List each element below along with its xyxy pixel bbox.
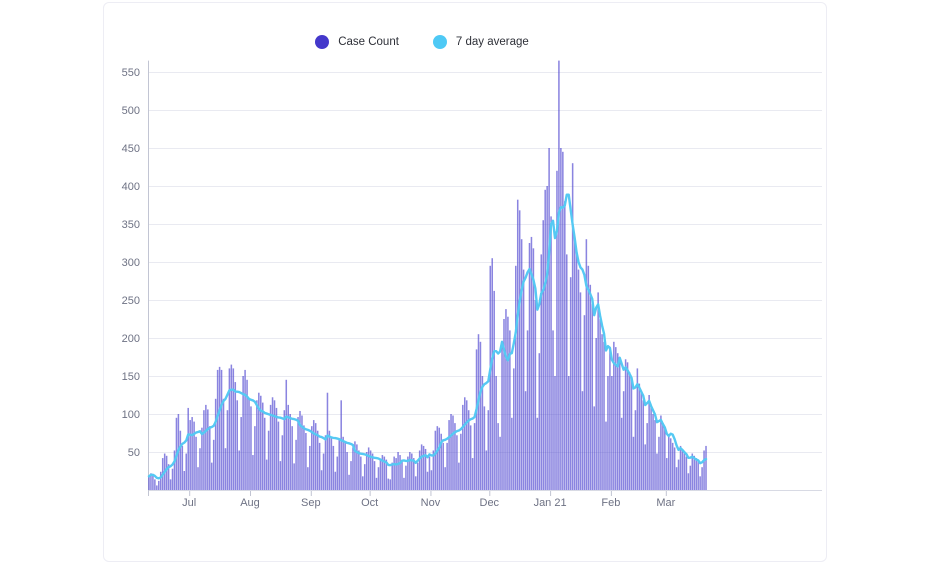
legend-label-7-day-average: 7 day average xyxy=(455,36,529,48)
y-tick-label: 500 xyxy=(122,105,140,117)
y-tick-label: 200 xyxy=(122,333,140,345)
month-tick-label: Jan 21 xyxy=(534,497,567,509)
case-count-swatch-icon xyxy=(315,35,330,49)
y-tick-label: 550 xyxy=(122,67,140,79)
y-tick-label: 250 xyxy=(122,295,140,307)
seven-day-average-swatch-icon xyxy=(432,35,447,49)
y-tick-label: 300 xyxy=(122,257,140,269)
daily-case-count-chart: 50 100 150 200 250 300 350 400 450 500 550 Jul Aug Se… xyxy=(122,60,822,509)
month-tick-label: Aug xyxy=(240,497,260,509)
month-tick-label: Feb xyxy=(601,497,620,509)
case-count-bars[interactable] xyxy=(148,60,707,491)
y-tick-label: 50 xyxy=(128,447,140,459)
month-tick-label: Jul xyxy=(182,497,196,509)
chart-legend: Case Count 7 day average xyxy=(103,31,829,53)
legend-label-case-count: Case Count xyxy=(338,36,399,48)
y-tick-label: 400 xyxy=(122,181,140,193)
legend-item-case-count[interactable]: Case Count xyxy=(315,35,399,49)
y-tick-label: 450 xyxy=(122,143,140,155)
month-tick-label: Nov xyxy=(421,497,441,509)
month-tick-label: Sep xyxy=(301,497,321,509)
y-axis-tick-labels: 50 100 150 200 250 300 350 400 450 500 550 xyxy=(122,67,140,459)
month-tick-label: Dec xyxy=(480,497,500,509)
x-axis-month-labels: Jul Aug Sep Oct Nov Dec Jan 21 Feb Mar xyxy=(182,491,676,509)
legend-item-7-day-average[interactable]: 7 day average xyxy=(432,35,529,49)
y-tick-label: 150 xyxy=(122,371,140,383)
month-tick-label: Mar xyxy=(656,497,675,509)
month-tick-label: Oct xyxy=(361,497,378,509)
y-tick-label: 100 xyxy=(122,409,140,421)
y-tick-label: 350 xyxy=(122,219,140,231)
seven-day-average-line xyxy=(147,193,708,480)
